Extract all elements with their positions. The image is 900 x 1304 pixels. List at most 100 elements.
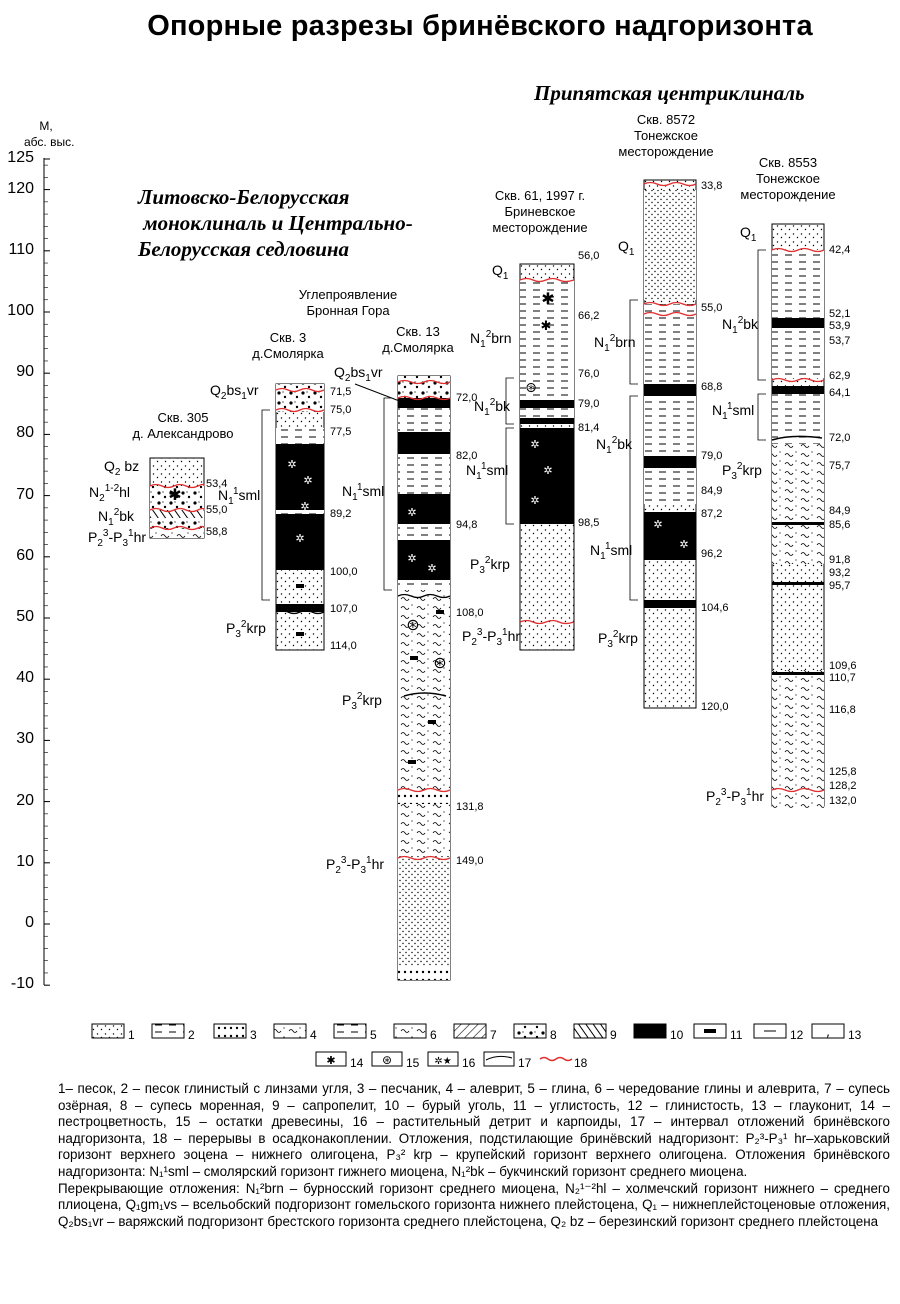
svg-text:✲: ✲ <box>543 464 552 477</box>
unit-label-n1sml-61: N11sml <box>466 461 509 482</box>
region-label-left: Литовско-Белорусская моноклиналь и Центр… <box>138 185 413 261</box>
unit-label-n1bk-8572: N12bk <box>596 435 633 456</box>
svg-text:✲: ✲ <box>665 442 674 455</box>
well-3-header: Скв. 3 д.Смолярка <box>252 330 324 361</box>
svg-text:,: , <box>826 1025 830 1039</box>
depth-label: 108,0 <box>456 607 484 619</box>
unit-label-n1bk-305: N12bk <box>98 507 135 528</box>
depth-label: 110,7 <box>829 672 856 684</box>
depth-label: 95,7 <box>829 580 851 592</box>
svg-text:✲: ✲ <box>295 532 304 545</box>
depth-label: 72,0 <box>456 392 478 404</box>
legend-number: 9 <box>610 1028 617 1042</box>
legend-number: 16 <box>462 1056 476 1070</box>
unit-label-hr-61: Р23-Р31hr <box>462 627 521 648</box>
axis-tick-label: 110 <box>8 240 34 258</box>
unit-label-hr-8553: Р23-Р31hr <box>706 787 765 808</box>
axis-unit-label: М, абс. выс. <box>24 119 75 149</box>
svg-text:✲: ✲ <box>287 458 296 471</box>
unit-label-n1brn-8572: N12brn <box>594 333 636 354</box>
depth-label: 75,7 <box>829 460 851 472</box>
depth-label: 125,8 <box>829 766 857 778</box>
depth-label: 96,2 <box>701 548 723 560</box>
axis-tick-label: 80 <box>16 424 34 442</box>
legend-number: 18 <box>574 1056 588 1070</box>
depth-label: 42,4 <box>829 244 851 256</box>
depth-label: 120,0 <box>701 701 729 713</box>
depth-label: 89,2 <box>330 508 352 520</box>
unit-label-krp-3: Р32krp <box>226 619 266 640</box>
axis-tick-label: 30 <box>16 730 34 748</box>
depth-label: 100,0 <box>330 566 358 578</box>
unit-label-q1-61: Q1 <box>492 262 509 282</box>
depth-label: 104,6 <box>701 602 729 614</box>
axis-tick-label: 100 <box>7 302 34 319</box>
unit-label-n1sml-8553: N11sml <box>712 401 755 422</box>
well-13-header: Скв. 13 д.Смолярка <box>382 324 454 355</box>
depth-label: 82,0 <box>456 450 478 462</box>
unit-label-n1sml-13: N11sml <box>342 482 385 503</box>
legend-number: 3 <box>250 1028 257 1042</box>
svg-text:✲: ✲ <box>303 474 312 487</box>
depth-label: 109,6 <box>829 660 857 672</box>
depth-label: 128,2 <box>829 780 857 792</box>
depth-label: 84,9 <box>829 505 851 517</box>
unit-label-n1bk-61: N12bk <box>474 397 511 418</box>
depth-label: 114,0 <box>330 640 357 652</box>
axis-tick-label: 70 <box>16 485 34 503</box>
well-8553-header: Скв. 8553 Тонежское месторождение <box>740 155 836 202</box>
legend-number: 13 <box>848 1028 862 1042</box>
unit-label-n1sml-8572: N11sml <box>590 541 633 562</box>
depth-label: 53,9 <box>829 320 851 332</box>
svg-text:✲: ✲ <box>679 538 688 551</box>
region-label-right: Припятская центриклиналь <box>534 81 805 105</box>
depth-label: 84,9 <box>701 485 723 497</box>
depth-label: 71,5 <box>330 386 352 398</box>
depth-label: 77,5 <box>330 426 352 438</box>
unit-label-q2bz: Q2 bz <box>104 458 140 478</box>
unit-label-krp-13: Р32krp <box>342 691 382 712</box>
legend-number: 7 <box>490 1028 497 1042</box>
legend-number: 10 <box>670 1028 684 1042</box>
legend-number: 4 <box>310 1028 317 1042</box>
axis-tick-label: 0 <box>25 914 34 931</box>
depth-label: 131,8 <box>456 801 484 813</box>
depth-label: 79,0 <box>578 398 600 410</box>
depth-label: 55,0 <box>206 504 228 516</box>
legend-number: 14 <box>350 1056 364 1070</box>
legend-number: 12 <box>790 1028 804 1042</box>
depth-label: 66,2 <box>578 310 600 322</box>
svg-text:⊛: ⊛ <box>433 653 446 672</box>
depth-label: 107,0 <box>330 603 358 615</box>
svg-text:⊛: ⊛ <box>382 1053 392 1067</box>
svg-text:✱: ✱ <box>541 289 554 308</box>
well-3-column: ✲ ✲ ✲ ✲ <box>275 383 325 651</box>
svg-text:✱: ✱ <box>168 485 181 504</box>
svg-text:⊛: ⊛ <box>406 615 419 634</box>
well-305-column: ✱ <box>149 457 205 539</box>
depth-label: 58,8 <box>206 526 228 538</box>
depth-label: 55,0 <box>701 302 723 314</box>
depth-label: 76,0 <box>578 368 600 380</box>
svg-text:✲: ✲ <box>653 518 662 531</box>
svg-text:✱: ✱ <box>326 1054 335 1067</box>
unit-label-krp-61: Р32krp <box>470 555 510 576</box>
legend-number: 2 <box>188 1028 195 1042</box>
well-8572-column: ✲ ✲ ✲ <box>643 179 697 709</box>
unit-label-n2hl: N21-2hl <box>89 483 131 504</box>
unit-label-n1brn-61: N12brn <box>470 329 512 350</box>
legend-number: 8 <box>550 1028 557 1042</box>
svg-text:✲: ✲ <box>427 562 436 575</box>
legend-caption: 1– песок, 2 – песок глинистый с линзами … <box>58 1081 891 1229</box>
well-61-header: Скв. 61, 1997 г. Бриневское месторождение <box>492 188 588 235</box>
legend-number: 15 <box>406 1056 420 1070</box>
page-title: Опорные разрезы бринёвского надгоризонта <box>147 10 813 42</box>
depth-label: 52,1 <box>829 308 851 320</box>
axis-tick-label: 90 <box>16 363 34 381</box>
axis-tick-label: 120 <box>7 179 34 197</box>
depth-label: 72,0 <box>829 432 851 444</box>
depth-label: 116,8 <box>829 704 856 716</box>
depth-label: 68,8 <box>701 381 723 393</box>
well-8572-header: Скв. 8572 Тонежское месторождение <box>618 112 714 159</box>
